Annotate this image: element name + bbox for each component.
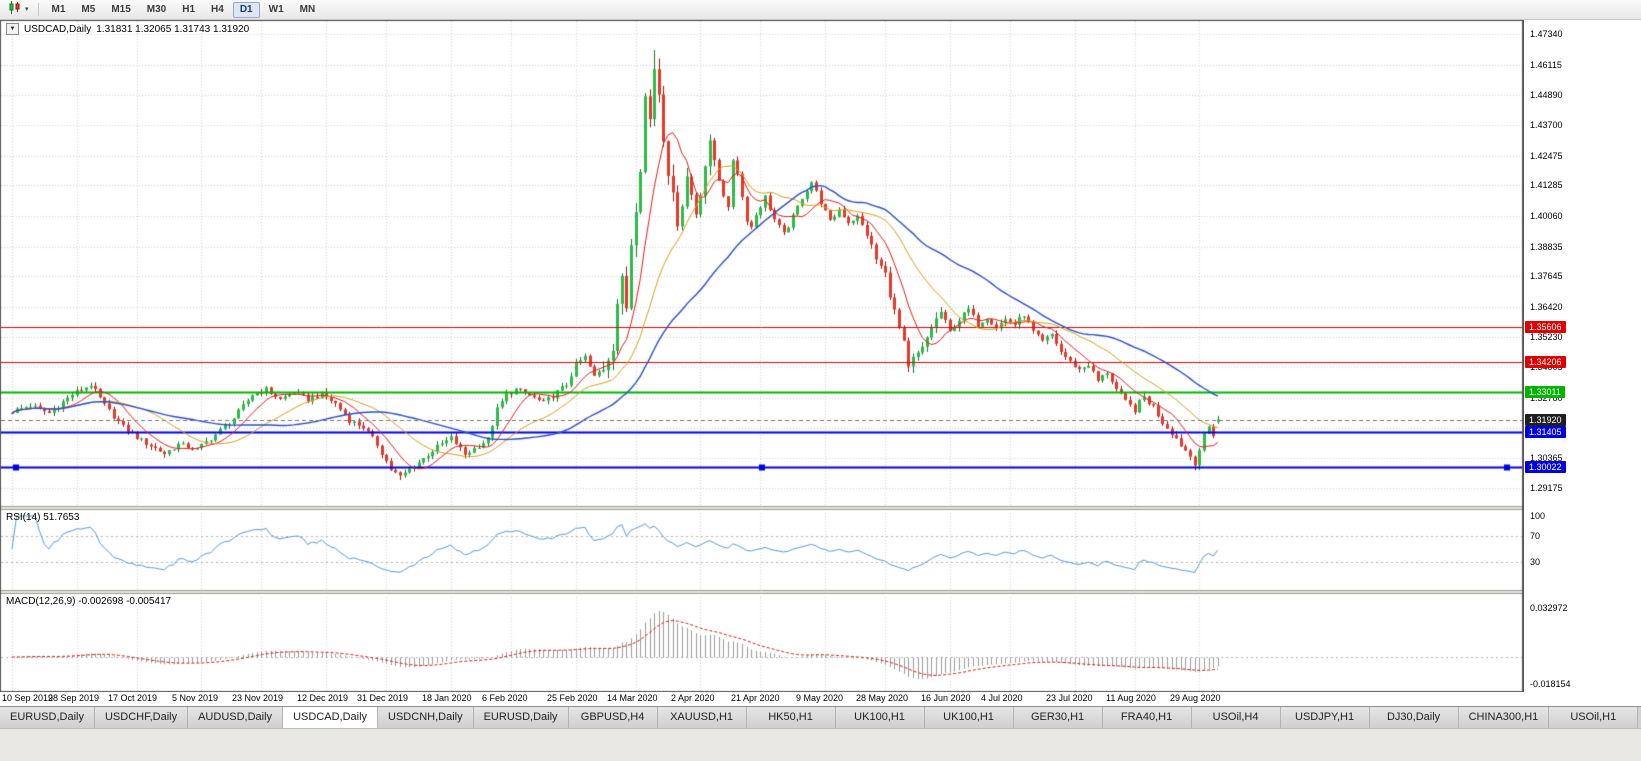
chevron-down-icon: ▾	[25, 6, 29, 13]
price-axis-tick: 1.42475	[1530, 150, 1563, 161]
chart-tab-usdcnh-daily[interactable]: USDCNH,Daily	[378, 707, 474, 728]
resistance-line-1-price-tag: 1.35606	[1525, 321, 1566, 334]
chart-tab-eurusd-daily[interactable]: EURUSD,Daily	[0, 707, 95, 728]
chart-tab-uk100-h1[interactable]: UK100,H1	[835, 707, 925, 728]
time-axis-label: 6 Feb 2020	[482, 693, 528, 703]
chart-tab-ger30-h1[interactable]: GER30,H1	[1013, 707, 1103, 728]
chart-tab-uk100-h1[interactable]: UK100,H1	[924, 707, 1014, 728]
macd-scale-label: -0.018154	[1530, 679, 1571, 689]
price-axis-tick: 1.43700	[1530, 120, 1563, 130]
timeframe-button-m15[interactable]: M15	[111, 3, 131, 15]
price-axis-tick: 1.44890	[1530, 90, 1563, 101]
time-axis-label: 17 Oct 2019	[108, 693, 158, 703]
time-axis-label: 16 Jun 2020	[921, 693, 971, 703]
time-axis-label: 28 May 2020	[856, 693, 909, 703]
chart-area: ▼ USDCAD,Daily 1.31831 1.32065 1.31743 1…	[0, 20, 1641, 692]
chart-tab-gbpusd-h4[interactable]: GBPUSD,H4	[568, 707, 658, 728]
time-axis-label: 11 Aug 2020	[1106, 693, 1156, 703]
chart-tab-dj30-daily[interactable]: DJ30,Daily	[1369, 707, 1459, 728]
price-axis-tick: 1.46115	[1530, 59, 1562, 70]
price-axis-tick: 1.36420	[1530, 302, 1563, 312]
time-axis-label: 5 Nov 2019	[172, 693, 219, 703]
chart-tab-usdcad-daily[interactable]: USDCAD,Daily	[283, 707, 379, 728]
timeframe-button-d1[interactable]: D1	[232, 1, 260, 18]
time-axis-label: 29 Aug 2020	[1170, 693, 1221, 703]
chart-tab-usdchf-daily[interactable]: USDCHF,Daily	[94, 707, 189, 728]
price-axis-tick: 1.29175	[1530, 483, 1563, 494]
price-axis-tick: 1.37645	[1530, 271, 1563, 282]
time-axis-label: 21 Apr 2020	[731, 693, 780, 703]
rsi-scale-label: 70	[1530, 530, 1541, 541]
price-axis-tick: 1.38835	[1530, 241, 1563, 252]
chart-tab-hk50-h1[interactable]: HK50,H1	[746, 707, 836, 728]
timeframe-button-h4[interactable]: H4	[211, 3, 224, 15]
candlestick-chart-icon	[8, 0, 23, 19]
price-axis-tick: 1.41285	[1530, 180, 1563, 191]
timeframe-toolbar: ▾ M1 M5 M15 M30 H1 H4 D1 W1 MN	[0, 0, 1641, 20]
price-axis-tick: 1.47340	[1530, 29, 1563, 39]
timeframe-button-m30[interactable]: M30	[146, 3, 167, 15]
time-axis-label: 23 Nov 2019	[232, 693, 284, 703]
time-axis-label: 10 Sep 2019	[2, 693, 54, 703]
chart-tab-fra40-h1[interactable]: FRA40,H1	[1102, 707, 1192, 728]
chart-tab-china300-h1[interactable]: CHINA300,H1	[1458, 707, 1550, 728]
price-axis-tick: 1.40060	[1530, 211, 1563, 221]
time-axis[interactable]: 10 Sep 2019 28 Sep 2019 17 Oct 2019 5 Nov 2…	[0, 692, 1641, 706]
timeframe-button-m5[interactable]: M5	[81, 3, 96, 15]
chart-tab-audusd-daily[interactable]: AUDUSD,Daily	[188, 707, 284, 728]
timeframe-button-m1[interactable]: M1	[51, 3, 66, 15]
time-axis-label: 2 Apr 2020	[671, 693, 715, 703]
timeframe-buttons-group: M1 M5 M15 M30 H1 H4 D1 W1 MN	[44, 1, 324, 18]
chart-type-button[interactable]: ▾	[4, 0, 33, 21]
timeframe-button-h1[interactable]: H1	[182, 3, 196, 15]
price-axis[interactable]: 1.47340 1.46115 1.44890 1.43700 1.42475 1.412…	[1523, 20, 1641, 692]
timeframe-button-mn[interactable]: MN	[299, 3, 316, 15]
toolbar-separator	[37, 3, 39, 16]
time-axis-label: 25 Feb 2020	[547, 693, 598, 703]
chart-tab-usoil-h4[interactable]: USOil,H4	[1191, 707, 1281, 728]
pivot-line-price-tag: 1.33011	[1525, 386, 1565, 399]
price-axis-tick: 1.30365	[1530, 453, 1563, 464]
time-axis-label: 9 May 2020	[796, 693, 844, 703]
status-bar	[0, 728, 1641, 761]
time-axis-label: 23 Jul 2020	[1046, 693, 1093, 703]
chart-tab-xauusd-h1[interactable]: XAUUSD,H1	[657, 707, 747, 728]
time-axis-label: 12 Dec 2019	[297, 693, 349, 703]
chart-tab-usoil-h1[interactable]: USOil,H1	[1549, 707, 1639, 728]
support-line-2-price-tag: 1.30022	[1525, 460, 1566, 473]
price-chart-canvas[interactable]	[0, 20, 1523, 692]
price-axis-tick: 1.35230	[1530, 331, 1563, 342]
chart-tabs-bar: EURUSD,Daily USDCHF,Daily AUDUSD,Daily USDC…	[0, 706, 1641, 728]
macd-scale-label: 0.032972	[1530, 603, 1568, 613]
resistance-line-2-price-tag: 1.34206	[1525, 356, 1566, 369]
timeframe-button-w1[interactable]: W1	[268, 3, 284, 15]
rsi-scale-label: 30	[1530, 557, 1541, 568]
time-axis-label: 14 Mar 2020	[607, 693, 658, 703]
time-axis-label: 28 Sep 2019	[48, 693, 100, 703]
time-axis-label: 18 Jan 2020	[422, 693, 472, 703]
current-price-tag: 1.31920	[1525, 413, 1566, 426]
time-axis-label: 4 Jul 2020	[981, 693, 1023, 703]
chart-tab-eurusd-daily[interactable]: EURUSD,Daily	[473, 707, 569, 728]
chart-tab-usdjpy-h1[interactable]: USDJPY,H1	[1280, 707, 1370, 728]
support-line-1-price-tag: 1.31405	[1525, 426, 1566, 439]
rsi-scale-label: 100	[1530, 511, 1546, 521]
one-click-trading-toggle-icon[interactable]: ▼	[6, 23, 19, 35]
time-axis-label: 31 Dec 2019	[357, 693, 409, 703]
